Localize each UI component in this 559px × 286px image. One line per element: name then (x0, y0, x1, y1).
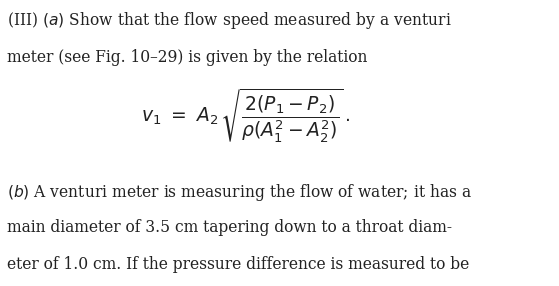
Text: meter (see Fig. 10–29) is given by the relation: meter (see Fig. 10–29) is given by the r… (7, 49, 367, 65)
Text: $(b)$ A venturi meter is measuring the flow of water; it has a: $(b)$ A venturi meter is measuring the f… (7, 182, 472, 202)
Text: main diameter of 3.5 cm tapering down to a throat diam-: main diameter of 3.5 cm tapering down to… (7, 219, 452, 236)
Text: eter of 1.0 cm. If the pressure difference is measured to be: eter of 1.0 cm. If the pressure differen… (7, 256, 469, 273)
Text: $v_1 \ = \ A_2\,\sqrt{\dfrac{2(P_1 - P_2)}{\rho(A_1^2 - A_2^2)}}\,.$: $v_1 \ = \ A_2\,\sqrt{\dfrac{2(P_1 - P_2… (141, 87, 351, 145)
Text: (III) $(a)$ Show that the flow speed measured by a venturi: (III) $(a)$ Show that the flow speed mea… (7, 10, 451, 31)
